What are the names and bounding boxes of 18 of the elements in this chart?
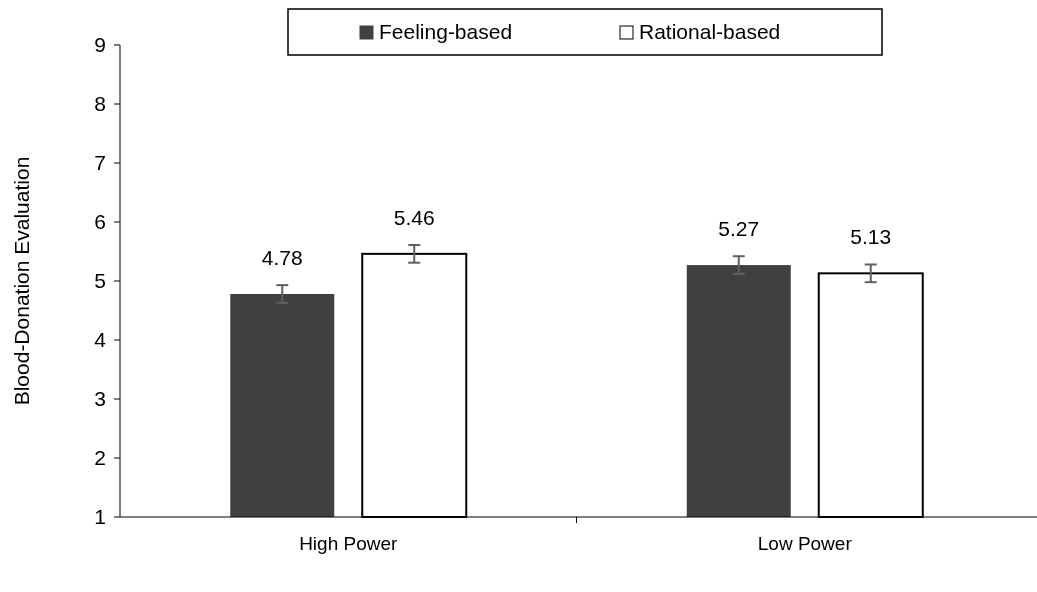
y-tick-label: 4 [94,328,107,351]
y-tick-label: 6 [94,210,106,233]
y-tick-label: 7 [94,151,106,174]
data-label: 5.13 [850,225,892,249]
x-tick-label: Low Power [757,533,853,554]
legend-label: Rational-based [639,20,781,43]
y-tick-label: 8 [94,92,106,115]
data-label: 4.78 [261,246,303,270]
data-label: 5.46 [393,206,435,230]
y-tick-label: 5 [94,269,106,292]
x-tick-label: High Power [299,533,399,554]
y-tick-label: 1 [94,505,106,528]
y-tick-label: 9 [94,33,106,56]
y-axis-title: Blood-Donation Evaluation [10,156,33,406]
data-label: 5.27 [718,217,760,241]
y-tick-label: 2 [94,446,106,469]
y-tick-label: 3 [94,387,106,410]
legend-label: Feeling-based [379,20,513,43]
